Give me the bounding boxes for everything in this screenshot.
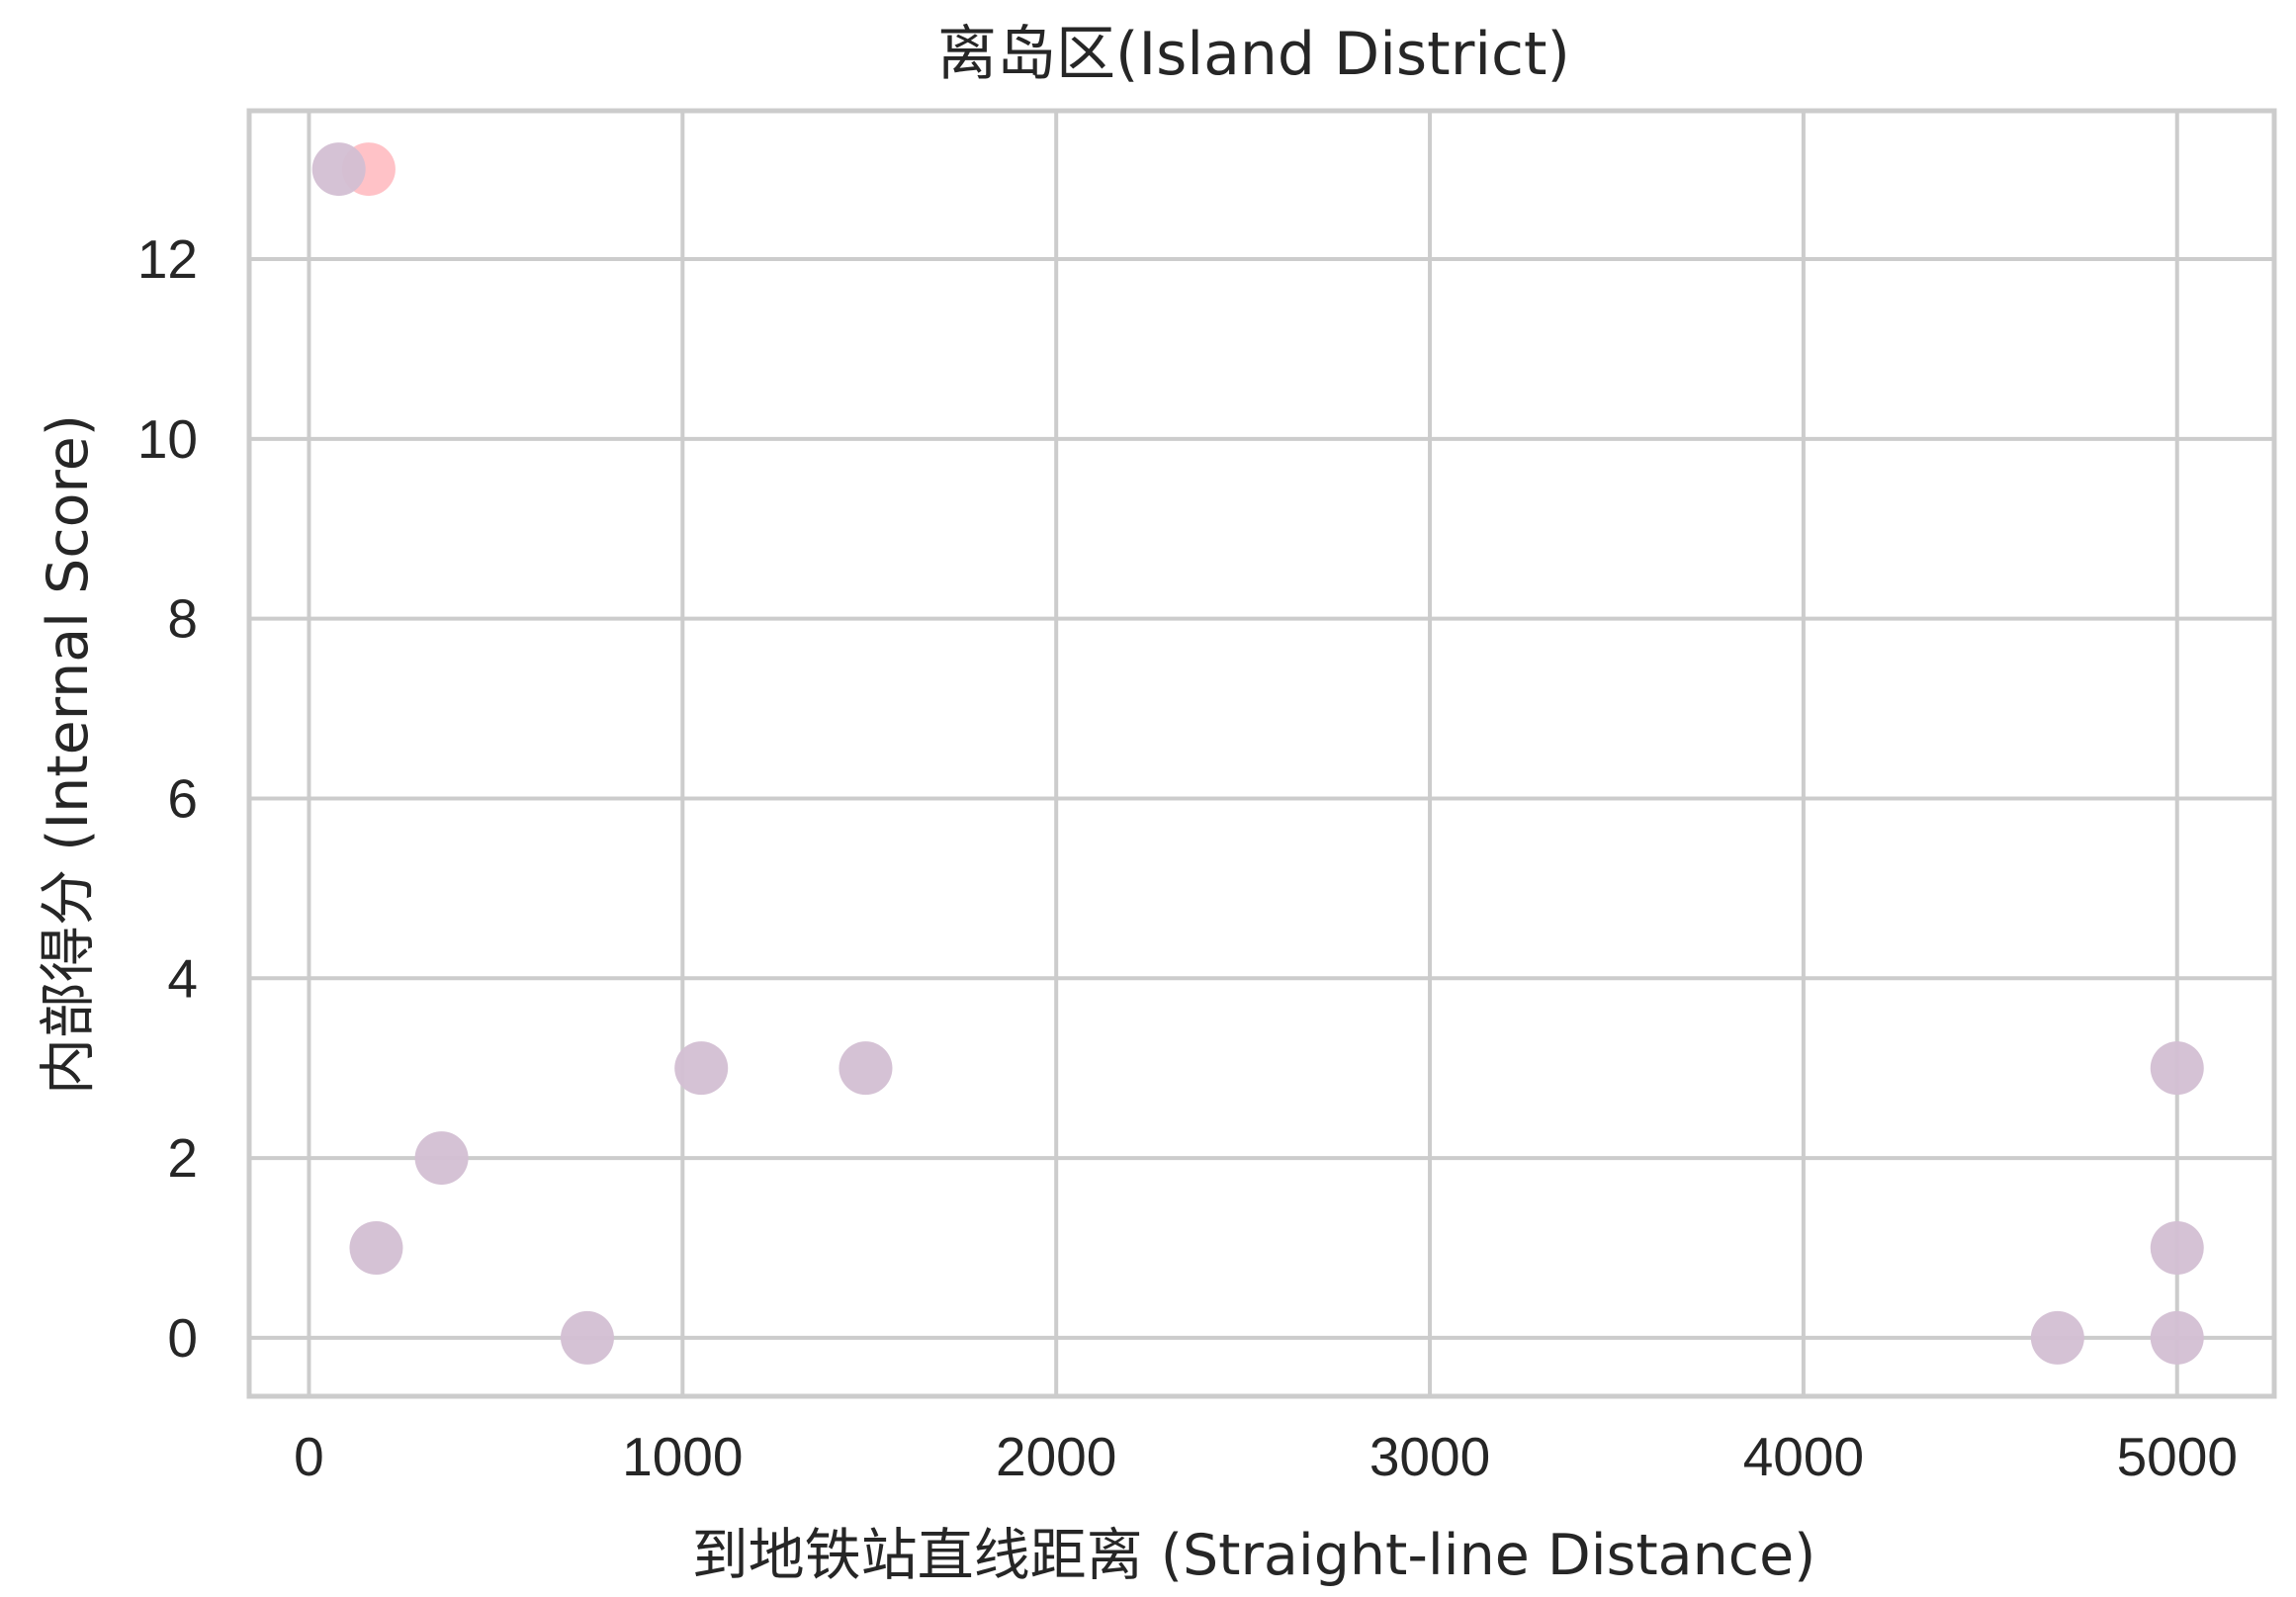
x-tick-label: 4000 — [1743, 1426, 1864, 1487]
x-tick-label: 2000 — [996, 1426, 1116, 1487]
x-tick-label: 1000 — [622, 1426, 743, 1487]
data-point — [2151, 1041, 2204, 1095]
y-tick-label: 12 — [137, 228, 198, 290]
data-point — [839, 1041, 892, 1095]
x-tick-label: 0 — [294, 1426, 324, 1487]
y-tick-label: 2 — [167, 1127, 198, 1189]
data-point — [674, 1041, 728, 1095]
y-tick-label: 8 — [167, 588, 198, 650]
plot-area-frame — [249, 111, 2274, 1396]
x-axis-ticks: 0 1000 2000 3000 4000 5000 — [294, 1426, 2238, 1487]
data-point — [2151, 1311, 2204, 1365]
x-tick-label: 5000 — [2117, 1426, 2238, 1487]
y-tick-label: 6 — [167, 767, 198, 829]
grid — [249, 111, 2274, 1396]
y-tick-label: 4 — [167, 947, 198, 1009]
x-axis-label: 到地铁站直线距离 (Straight-line Distance) — [692, 1523, 1816, 1588]
y-axis-label: 内部得分 (Internal Score) — [36, 414, 101, 1095]
y-axis-ticks: 0 2 4 6 8 10 12 — [137, 228, 198, 1369]
y-tick-label: 10 — [137, 408, 198, 470]
data-point — [312, 142, 366, 196]
data-point — [415, 1131, 469, 1185]
chart-title: 离岛区(Island District) — [937, 20, 1570, 89]
x-tick-label: 3000 — [1369, 1426, 1490, 1487]
y-tick-label: 0 — [167, 1307, 198, 1369]
data-point — [2151, 1221, 2204, 1275]
data-point — [349, 1221, 402, 1275]
data-points — [312, 142, 2204, 1365]
data-point — [561, 1311, 614, 1365]
data-point — [2031, 1311, 2084, 1365]
